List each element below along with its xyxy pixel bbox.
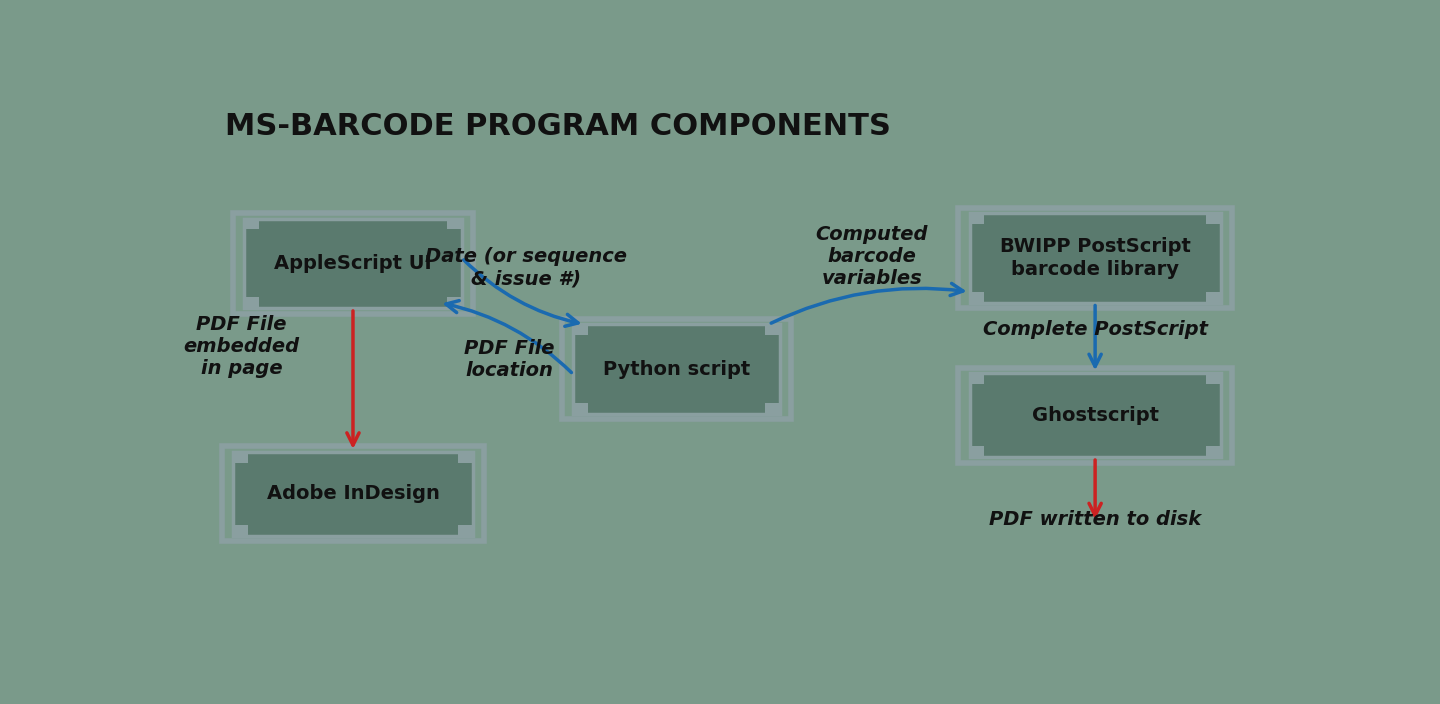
FancyBboxPatch shape: [245, 219, 462, 308]
FancyBboxPatch shape: [458, 452, 472, 463]
Text: Date (or sequence
& issue #): Date (or sequence & issue #): [425, 247, 626, 288]
FancyBboxPatch shape: [245, 219, 259, 230]
FancyBboxPatch shape: [448, 219, 462, 230]
FancyBboxPatch shape: [458, 525, 472, 536]
FancyBboxPatch shape: [573, 325, 588, 335]
FancyBboxPatch shape: [969, 446, 984, 457]
FancyBboxPatch shape: [1207, 446, 1221, 457]
FancyBboxPatch shape: [765, 403, 780, 414]
FancyBboxPatch shape: [245, 297, 259, 308]
FancyBboxPatch shape: [233, 525, 248, 536]
FancyBboxPatch shape: [1207, 213, 1221, 224]
FancyBboxPatch shape: [969, 373, 984, 384]
Text: PDF File
embedded
in page: PDF File embedded in page: [183, 315, 300, 378]
Text: PDF File
location: PDF File location: [464, 339, 554, 380]
Text: AppleScript UI: AppleScript UI: [274, 254, 432, 273]
Text: PDF written to disk: PDF written to disk: [989, 510, 1201, 529]
Text: Ghostscript: Ghostscript: [1031, 406, 1159, 425]
Text: Python script: Python script: [603, 360, 750, 379]
Text: BWIPP PostScript
barcode library: BWIPP PostScript barcode library: [999, 237, 1191, 279]
FancyBboxPatch shape: [969, 292, 984, 303]
FancyBboxPatch shape: [1207, 292, 1221, 303]
FancyBboxPatch shape: [233, 452, 248, 463]
FancyBboxPatch shape: [969, 213, 984, 224]
FancyBboxPatch shape: [573, 325, 780, 414]
FancyBboxPatch shape: [1207, 373, 1221, 384]
Text: Adobe InDesign: Adobe InDesign: [266, 484, 439, 503]
FancyBboxPatch shape: [969, 373, 1221, 457]
Text: Computed
barcode
variables: Computed barcode variables: [815, 225, 929, 289]
FancyBboxPatch shape: [969, 213, 1221, 303]
FancyBboxPatch shape: [448, 297, 462, 308]
Text: Complete PostScript: Complete PostScript: [982, 320, 1208, 339]
FancyBboxPatch shape: [233, 452, 472, 536]
Text: MS-BARCODE PROGRAM COMPONENTS: MS-BARCODE PROGRAM COMPONENTS: [225, 112, 890, 141]
FancyBboxPatch shape: [573, 403, 588, 414]
FancyBboxPatch shape: [765, 325, 780, 335]
